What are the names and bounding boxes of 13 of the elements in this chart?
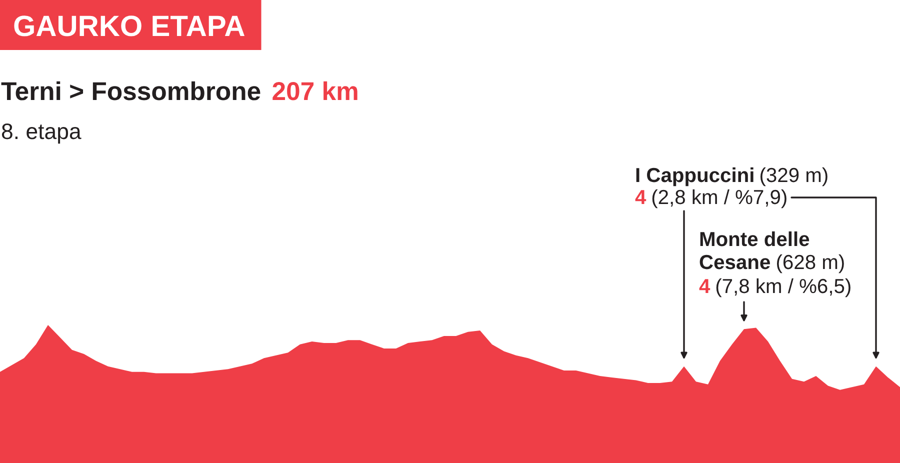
chart-subtitle: Terni > Fossombrone: [1, 81, 260, 100]
text: 4: [699, 279, 710, 293]
text: I Cappuccini: [636, 167, 754, 186]
text: 8. etapa: [2, 123, 82, 144]
text: 4: [635, 190, 646, 204]
text: Cesane: [700, 254, 770, 270]
text: (329 m): [760, 167, 828, 186]
text: 207 km: [272, 81, 358, 100]
text: (7,8 km / %6,5): [716, 278, 850, 298]
text: (628 m): [777, 254, 844, 274]
text: Monte delle: [700, 231, 810, 246]
text: (2,8 km / %7,9): [652, 189, 786, 208]
chart-title: GAURKO ETAPA: [14, 16, 245, 36]
